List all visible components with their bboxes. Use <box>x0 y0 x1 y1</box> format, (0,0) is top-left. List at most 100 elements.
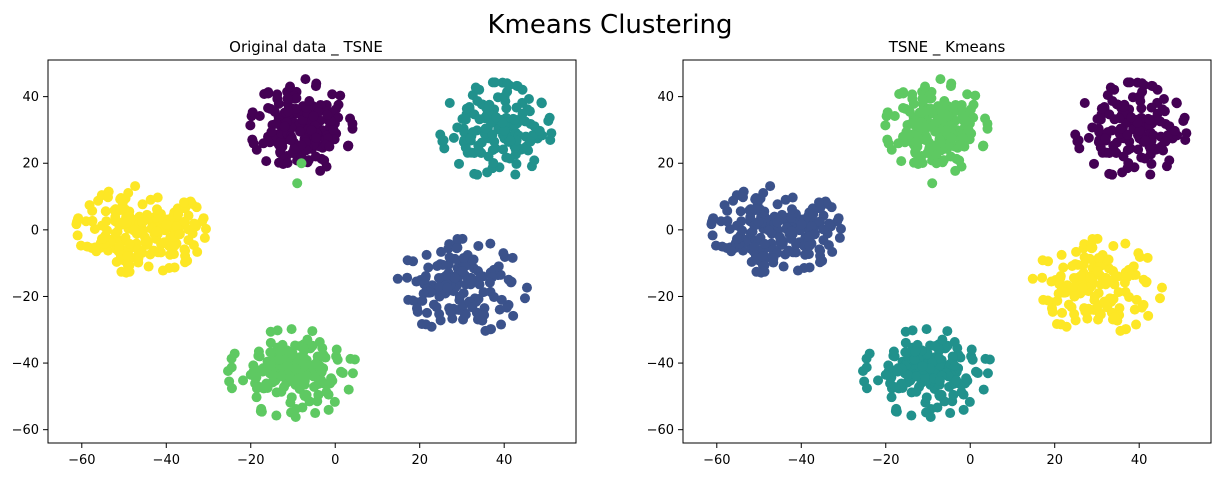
scatter-point <box>1079 97 1090 108</box>
scatter-point <box>768 257 779 268</box>
scatter-point <box>496 319 507 330</box>
scatter-point <box>465 276 476 287</box>
scatter-point <box>314 360 325 371</box>
scatter-point <box>786 204 797 215</box>
scatter-point <box>978 384 989 395</box>
scatter-point <box>806 221 817 232</box>
scatter-point <box>140 235 151 246</box>
scatter-point <box>328 124 339 135</box>
scatter-point <box>525 136 536 147</box>
scatter-point <box>285 135 296 146</box>
y-tick-label: −20 <box>647 290 674 305</box>
scatter-point <box>72 230 83 241</box>
scatter-point <box>1096 103 1107 114</box>
scatter-point <box>275 346 286 357</box>
scatter-point <box>289 143 300 154</box>
scatter-point <box>814 257 825 268</box>
scatter-points <box>706 74 1192 422</box>
scatter-point <box>257 366 268 377</box>
scatter-point <box>512 81 523 92</box>
scatter-point <box>179 197 190 208</box>
scatter-point <box>1134 125 1145 136</box>
scatter-point <box>326 373 337 384</box>
scatter-point <box>1160 136 1171 147</box>
scatter-point <box>499 125 510 136</box>
scatter-point <box>458 252 469 263</box>
scatter-point <box>504 153 515 164</box>
x-axis: −60 −40 −20 0 20 40 <box>703 443 1147 468</box>
y-axis: −60 −40 −20 0 20 40 <box>647 90 683 438</box>
scatter-point <box>967 354 978 365</box>
scatter-point <box>478 287 489 298</box>
chart-original-tsne: Original data _ TSNE −60 −40 −20 0 20 40 −60−… <box>12 38 577 468</box>
scatter-point <box>907 89 918 100</box>
scatter-point <box>272 89 283 100</box>
scatter-point <box>1158 93 1169 104</box>
scatter-point <box>343 384 354 395</box>
scatter-point <box>956 161 967 172</box>
x-axis: −60 −40 −20 0 20 40 <box>68 443 512 468</box>
scatter-point <box>265 326 276 337</box>
scatter-points <box>71 74 557 422</box>
scatter-point <box>921 392 932 403</box>
scatter-point <box>331 344 342 355</box>
scatter-point <box>914 121 925 132</box>
scatter-point <box>888 346 899 357</box>
scatter-point <box>434 281 445 292</box>
scatter-point <box>1071 246 1082 257</box>
scatter-point <box>726 246 737 257</box>
scatter-point <box>937 334 948 345</box>
scatter-point <box>465 133 476 144</box>
scatter-point <box>433 272 444 283</box>
scatter-point <box>323 404 334 415</box>
scatter-point <box>927 178 938 189</box>
scatter-point <box>890 382 901 393</box>
scatter-point <box>1100 276 1111 287</box>
scatter-point <box>501 302 512 313</box>
scatter-point <box>893 138 904 149</box>
scatter-point <box>932 402 943 413</box>
scatter-point <box>833 213 844 224</box>
scatter-point <box>484 277 495 288</box>
scatter-point <box>1137 86 1148 97</box>
scatter-point <box>910 137 921 148</box>
scatter-point <box>1079 239 1090 250</box>
scatter-point <box>722 216 733 227</box>
scatter-point <box>896 156 907 167</box>
axes-frame <box>682 59 1212 444</box>
scatter-point <box>475 272 486 283</box>
scatter-point <box>169 240 180 251</box>
scatter-point <box>487 129 498 140</box>
y-tick-label: 20 <box>657 157 674 172</box>
scatter-point <box>1126 112 1137 123</box>
y-axis: −60 −40 −20 0 20 40 <box>12 90 48 438</box>
scatter-point <box>489 292 500 303</box>
scatter-point <box>1046 303 1057 314</box>
scatter-point <box>271 118 282 129</box>
scatter-point <box>268 370 279 381</box>
y-tick-label: −40 <box>12 357 39 372</box>
scatter-point <box>265 337 276 348</box>
scatter-point <box>286 324 297 335</box>
scatter-point <box>883 138 894 149</box>
x-tick-label: 0 <box>966 453 974 468</box>
y-tick-label: −20 <box>12 290 39 305</box>
scatter-point <box>115 204 126 215</box>
y-tick-label: 40 <box>657 90 674 105</box>
scatter-point <box>906 118 917 129</box>
scatter-point <box>891 403 902 414</box>
scatter-point <box>266 126 277 137</box>
scatter-point <box>308 111 319 122</box>
scatter-point <box>1124 292 1135 303</box>
scatter-point <box>282 361 293 372</box>
scatter-point <box>392 273 403 284</box>
scatter-point <box>814 244 825 255</box>
scatter-point <box>276 371 287 382</box>
scatter-point <box>929 341 940 352</box>
scatter-point <box>171 221 182 232</box>
scatter-point <box>780 194 791 205</box>
scatter-point <box>1118 101 1129 112</box>
scatter-point <box>1146 158 1157 169</box>
y-tick-label: −60 <box>12 423 39 438</box>
scatter-point <box>804 240 815 251</box>
